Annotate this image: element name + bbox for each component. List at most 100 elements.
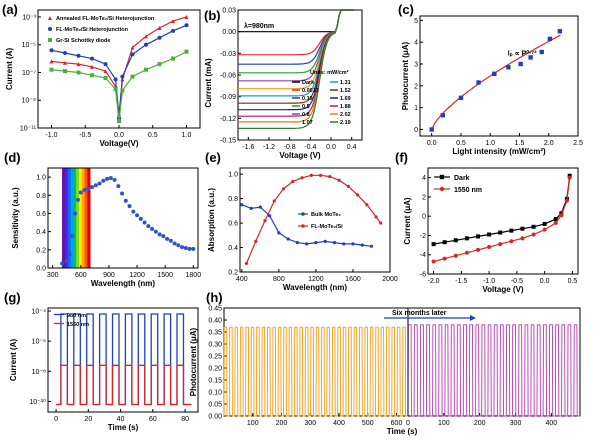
panel-a-data-point: [113, 87, 118, 92]
panel-g-axes: [47, 307, 199, 413]
panel-b-legend-label: Dark: [302, 80, 315, 86]
panel-g-ytick-label: 10⁻⁴: [32, 309, 47, 316]
panel-d-label: (d): [4, 150, 21, 165]
panel-c-xtick-label: 1.5: [515, 140, 525, 147]
panel-h-ytick-label: 0.15: [208, 378, 222, 385]
panel-f-ytick-label: -6: [420, 272, 426, 279]
panel-d-data-point: [112, 177, 117, 182]
panel-g-ytick-label: 10⁻¹⁰: [29, 398, 46, 406]
panel-e-data-point: [365, 203, 369, 207]
panel-e-data-point: [328, 174, 332, 179]
panel-a-xtick-label: 1.0: [182, 132, 192, 139]
panel-e-legend-marker: [301, 212, 305, 216]
panel-e-data-point: [374, 215, 378, 219]
panel-d-xtick-label: 1500: [157, 272, 173, 279]
panel-g-xtick-label: 40: [117, 416, 125, 423]
panel-g-xtick-label: 20: [84, 416, 92, 423]
panel-b-ytick-label: -0.15: [220, 138, 236, 145]
panel-h-arrow-head: [470, 315, 476, 321]
panel-c-axes: [419, 15, 579, 137]
panel-e-legend-label: Bulk MoTe₂: [311, 212, 341, 218]
panel-h-ytick-label: 0.30: [208, 342, 222, 349]
panel-g-label: (g): [4, 290, 21, 305]
panel-e-data-point: [379, 221, 383, 225]
panel-b-xtick-label: 0.0: [326, 144, 336, 151]
panel-f-ylabel: Current (μA): [403, 197, 412, 244]
panel-f-xtick-label: -0.5: [511, 278, 523, 285]
panel-h-ytick-label: 0.05: [208, 402, 222, 409]
panel-h-ytick-label: 0.40: [208, 318, 222, 325]
panel-e-data-point: [254, 239, 258, 244]
panel-f-legend-label: 1550 nm: [454, 187, 482, 194]
panel-e-xtick-label: 800: [273, 276, 285, 283]
panel-d-data-point: [127, 204, 132, 209]
panel-c-data-point: [492, 71, 497, 77]
panel-a-ylabel: Current (A): [5, 48, 14, 91]
panel-h-xtick-label: 500: [362, 420, 374, 427]
panel-a-data-point: [144, 42, 148, 47]
panel-d-data-point: [146, 224, 151, 229]
panel-e-data-point: [272, 199, 276, 203]
panel-e-ytick-label: 0.4: [228, 245, 238, 252]
panel-e-xtick-label: 1600: [345, 276, 361, 283]
panel-b-ytick-label: 0.03: [222, 8, 236, 15]
panel-d-data-point: [67, 252, 72, 257]
panel-a-data-point: [49, 67, 54, 72]
panel-c-data-point: [518, 61, 523, 67]
panel-h-ytick-label: 0.25: [208, 354, 222, 361]
panel-a-data-point: [171, 56, 175, 61]
panel-b-ylabel: Current (mA): [204, 58, 213, 108]
panel-a-data-point: [90, 73, 94, 78]
panel-a-ytick-label: 10⁻⁷: [22, 70, 36, 77]
panel-d-visible-spectrum-band: [81, 168, 85, 268]
panel-d-data-point: [161, 234, 166, 239]
panel-f-xtick-label: 0.5: [568, 278, 578, 285]
panel-g-legend-label: 1550 nm: [67, 322, 89, 328]
panel-e-data-point: [318, 173, 323, 177]
panel-f-data-point: [542, 221, 547, 226]
panel-b-legend-label: 2.19: [340, 120, 351, 126]
panel-f-data-point: [520, 226, 525, 231]
panel-e-series-line: [245, 174, 382, 264]
panel-f-ytick-label: 4: [422, 175, 426, 182]
panel-g-switching-trace: [56, 364, 192, 406]
panel-e-data-point: [305, 242, 309, 246]
panel-a-data-point: [120, 88, 125, 93]
panel-e-label: (e): [205, 150, 221, 165]
panel-a-data-point: [130, 45, 135, 50]
panel-a-xtick-label: 0.5: [148, 132, 158, 139]
panel-h-ytick-label: 0.20: [208, 366, 222, 373]
panel-a-data-point: [171, 19, 175, 24]
panel-a-data-point: [171, 28, 175, 33]
panel-a-data-point: [103, 62, 108, 67]
panel-a-data-point: [103, 69, 108, 74]
panel-e-data-point: [244, 261, 249, 266]
panel-a-data-point: [184, 14, 189, 19]
panel-f-data-point: [531, 232, 536, 237]
panel-d-data-point: [90, 185, 95, 190]
panel-g-xtick-label: 80: [181, 416, 189, 423]
panel-d-xlabel: Wavelength (nm): [91, 279, 155, 288]
panel-d-ylabel: Sensitivity (a.u.): [11, 187, 20, 249]
panel-a-ytick-label: 10⁻³: [22, 14, 36, 21]
panel-d-data-point: [135, 213, 140, 218]
panel-b-legend-label: 1.07: [302, 120, 313, 126]
panel-a-data-point: [49, 48, 54, 53]
panel-f-data-point: [498, 242, 503, 247]
panel-b-xtick-label: -1.2: [263, 144, 275, 151]
panel-d-data-point: [105, 176, 110, 181]
panel-f-data-point: [476, 247, 480, 252]
panel-h-xtick-label: 0: [406, 420, 410, 427]
panel-d-data-point: [78, 190, 83, 195]
panel-h-annotation: Six months later: [392, 310, 447, 317]
panel-f-xtick-label: -2.0: [428, 278, 440, 285]
panel-e-data-point: [286, 237, 290, 241]
panel-b-legend-label: 2.02: [340, 112, 351, 118]
panel-d-visible-spectrum-band: [67, 168, 71, 268]
panel-d-data-point: [120, 191, 125, 196]
panel-f-xtick-label: -1.0: [483, 278, 495, 285]
panel-b-ytick-label: -0.06: [220, 73, 236, 80]
panel-b-legend-label: 1.88: [340, 104, 351, 110]
panel-d-data-point: [101, 178, 106, 183]
